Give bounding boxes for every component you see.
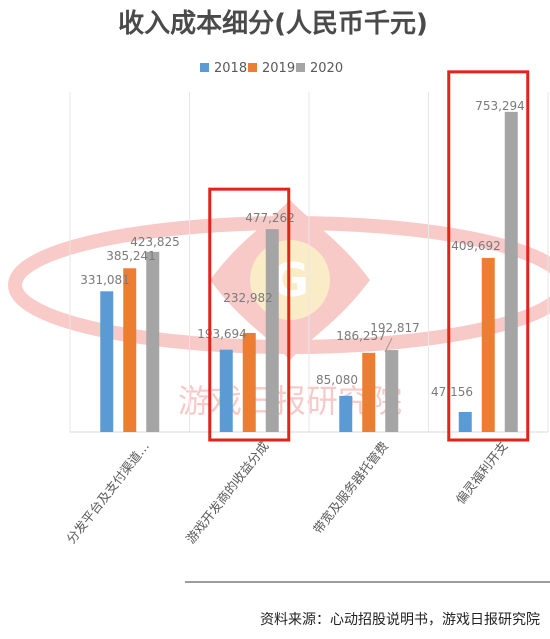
value-label-2020-cat3: 753,294 (475, 99, 525, 113)
legend-label-2018: 2018 (214, 61, 247, 76)
highlight-box-cat1 (208, 187, 291, 442)
value-label-callouts (384, 337, 393, 353)
category-label-0: 分发平台及支付渠道… (63, 439, 152, 547)
bar-2019-cat1 (242, 332, 256, 432)
legend-label-2020: 2020 (310, 61, 343, 76)
category-label-2: 带宽及服务器托管费 (310, 439, 391, 537)
highlight-boxes (208, 70, 530, 442)
bar-2018-cat1 (219, 349, 233, 432)
value-label-2018-cat2: 85,080 (316, 373, 358, 387)
value-label-2018-cat3: 47,156 (431, 385, 473, 399)
bar-2020-cat3 (504, 111, 518, 433)
value-label-2020-cat0: 423,825 (130, 235, 180, 249)
bar-2018-cat2 (339, 395, 353, 432)
value-label-2019-cat1: 232,982 (223, 291, 273, 305)
legend-swatch-2020 (296, 63, 305, 72)
legend-swatch-2019 (248, 63, 257, 72)
value-labels-layer: 331,081 193,694 85,080 47,156 385,241 232,982… (80, 99, 525, 399)
category-label-3: 偏灵福利开支 (453, 438, 511, 507)
value-label-2018-cat1: 193,694 (197, 327, 247, 341)
value-label-2019-cat0: 385,241 (106, 249, 156, 263)
bar-2018-cat0 (100, 291, 114, 432)
legend-swatch-2018 (200, 63, 209, 72)
legend: 2018 2019 2020 (200, 61, 343, 76)
highlight-box-cat3 (447, 70, 530, 442)
bar-2018-cat3 (458, 411, 472, 432)
bar-2020-cat1 (265, 229, 279, 432)
plot-gridlines (69, 92, 549, 432)
value-label-2020-cat1: 477,262 (245, 211, 295, 225)
chart-title: 收入成本细分(人民币千元) (118, 8, 428, 39)
category-label-1: 游戏开发商的收益分成 (183, 439, 272, 547)
legend-label-2019: 2019 (262, 61, 295, 76)
value-label-2019-cat2: 186,257 (336, 329, 386, 343)
source-note: 资料来源：心动招股说明书，游戏日报研究院 (260, 612, 540, 628)
bars-layer (100, 111, 518, 433)
bar-2019-cat0 (123, 268, 137, 432)
value-label-2019-cat3: 409,692 (451, 239, 501, 253)
callout-line (384, 337, 393, 353)
bar-2019-cat2 (362, 352, 376, 432)
bar-2019-cat3 (481, 257, 495, 432)
bar-2020-cat0 (146, 251, 160, 432)
bar-2020-cat2 (385, 350, 399, 432)
value-label-2018-cat0: 331,081 (80, 273, 130, 287)
value-label-2020-cat2: 192,817 (370, 321, 420, 335)
category-labels: 分发平台及支付渠道… 游戏开发商的收益分成 带宽及服务器托管费 偏灵福利开支 (63, 438, 511, 546)
